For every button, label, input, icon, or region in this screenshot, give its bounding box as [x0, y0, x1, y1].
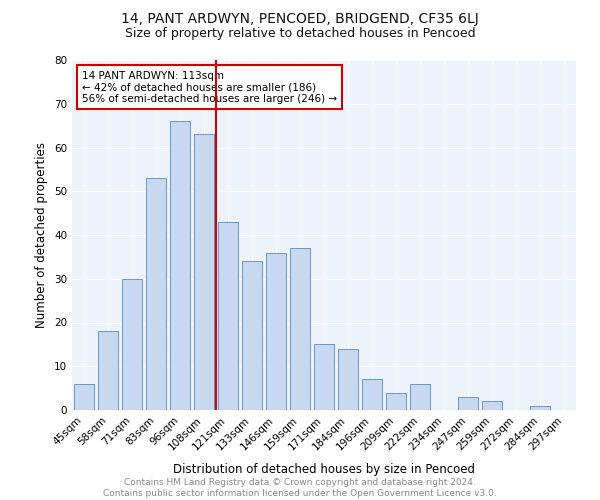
Bar [362, 380, 382, 410]
Bar [338, 349, 358, 410]
Bar [122, 279, 142, 410]
Bar [290, 248, 310, 410]
Bar [266, 252, 286, 410]
X-axis label: Distribution of detached houses by size in Pencoed: Distribution of detached houses by size … [173, 463, 475, 476]
Bar [98, 331, 118, 410]
Bar [218, 222, 238, 410]
Bar [146, 178, 166, 410]
Bar [482, 401, 502, 410]
Bar [74, 384, 94, 410]
Bar [458, 397, 478, 410]
Bar [242, 261, 262, 410]
Bar [314, 344, 334, 410]
Text: 14 PANT ARDWYN: 113sqm
← 42% of detached houses are smaller (186)
56% of semi-de: 14 PANT ARDWYN: 113sqm ← 42% of detached… [82, 70, 337, 104]
Bar [410, 384, 430, 410]
Y-axis label: Number of detached properties: Number of detached properties [35, 142, 49, 328]
Bar [170, 122, 190, 410]
Text: Contains HM Land Registry data © Crown copyright and database right 2024.
Contai: Contains HM Land Registry data © Crown c… [103, 478, 497, 498]
Bar [530, 406, 550, 410]
Text: Size of property relative to detached houses in Pencoed: Size of property relative to detached ho… [125, 28, 475, 40]
Bar [194, 134, 214, 410]
Text: 14, PANT ARDWYN, PENCOED, BRIDGEND, CF35 6LJ: 14, PANT ARDWYN, PENCOED, BRIDGEND, CF35… [121, 12, 479, 26]
Bar [386, 392, 406, 410]
